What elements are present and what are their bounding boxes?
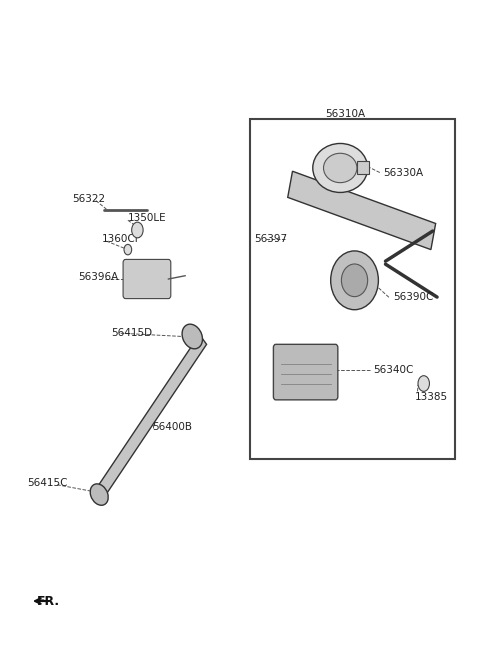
Circle shape xyxy=(132,222,143,238)
Text: 56400B: 56400B xyxy=(152,422,192,432)
Text: 1350LE: 1350LE xyxy=(128,213,167,223)
Text: 1360CF: 1360CF xyxy=(102,234,141,243)
FancyBboxPatch shape xyxy=(123,259,171,298)
Polygon shape xyxy=(95,335,206,501)
Circle shape xyxy=(418,376,430,392)
Ellipse shape xyxy=(324,154,357,182)
Text: 56396A: 56396A xyxy=(78,272,118,282)
Circle shape xyxy=(124,245,132,255)
Text: 56330A: 56330A xyxy=(383,167,423,178)
Polygon shape xyxy=(288,171,436,250)
Text: 56397: 56397 xyxy=(254,234,288,244)
Text: 56322: 56322 xyxy=(72,194,105,203)
Text: 56340C: 56340C xyxy=(373,365,414,375)
Bar xyxy=(250,119,455,459)
Ellipse shape xyxy=(182,324,203,349)
Ellipse shape xyxy=(90,484,108,505)
Ellipse shape xyxy=(313,144,368,192)
Text: 13385: 13385 xyxy=(415,392,448,401)
Ellipse shape xyxy=(331,251,378,310)
Text: 56415C: 56415C xyxy=(28,478,68,489)
Text: FR.: FR. xyxy=(37,594,60,607)
FancyBboxPatch shape xyxy=(274,344,338,400)
Text: 56310A: 56310A xyxy=(325,109,365,119)
Text: 56415D: 56415D xyxy=(111,327,152,338)
Text: 56390C: 56390C xyxy=(393,293,433,302)
Ellipse shape xyxy=(341,264,368,297)
Bar xyxy=(357,161,369,174)
